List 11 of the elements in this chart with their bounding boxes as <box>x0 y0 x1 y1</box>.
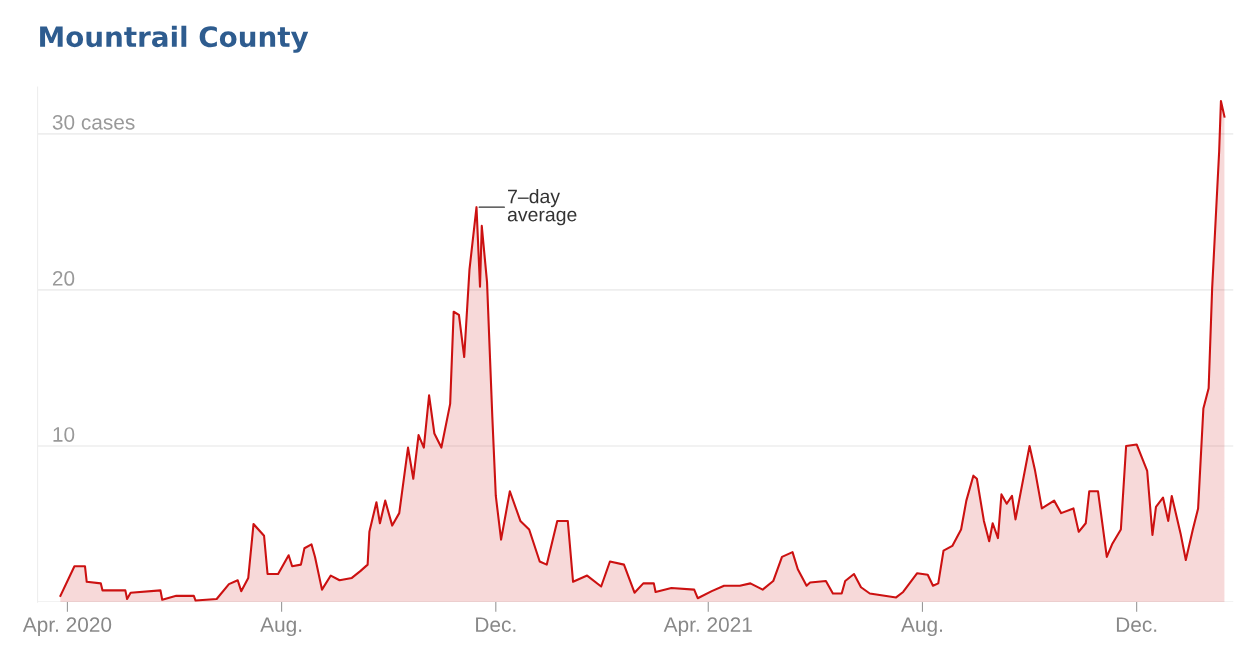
y-tick-label: 10 <box>53 427 75 442</box>
x-tick-label: Aug. <box>260 617 302 637</box>
x-tick-label: Dec. <box>1116 617 1157 632</box>
x-tick-label: Apr. 2021 <box>663 617 752 637</box>
x-tick-label: Apr. 2020 <box>22 617 112 637</box>
y-tick-label: 20 <box>52 271 75 286</box>
annotation: 7–day average <box>507 189 577 226</box>
x-tick-label: Aug. <box>901 617 942 637</box>
x-tick-label: Dec. <box>476 617 516 632</box>
y-tick-label: 30 cases <box>52 114 135 130</box>
chart-title: Mountrail County <box>40 25 309 53</box>
